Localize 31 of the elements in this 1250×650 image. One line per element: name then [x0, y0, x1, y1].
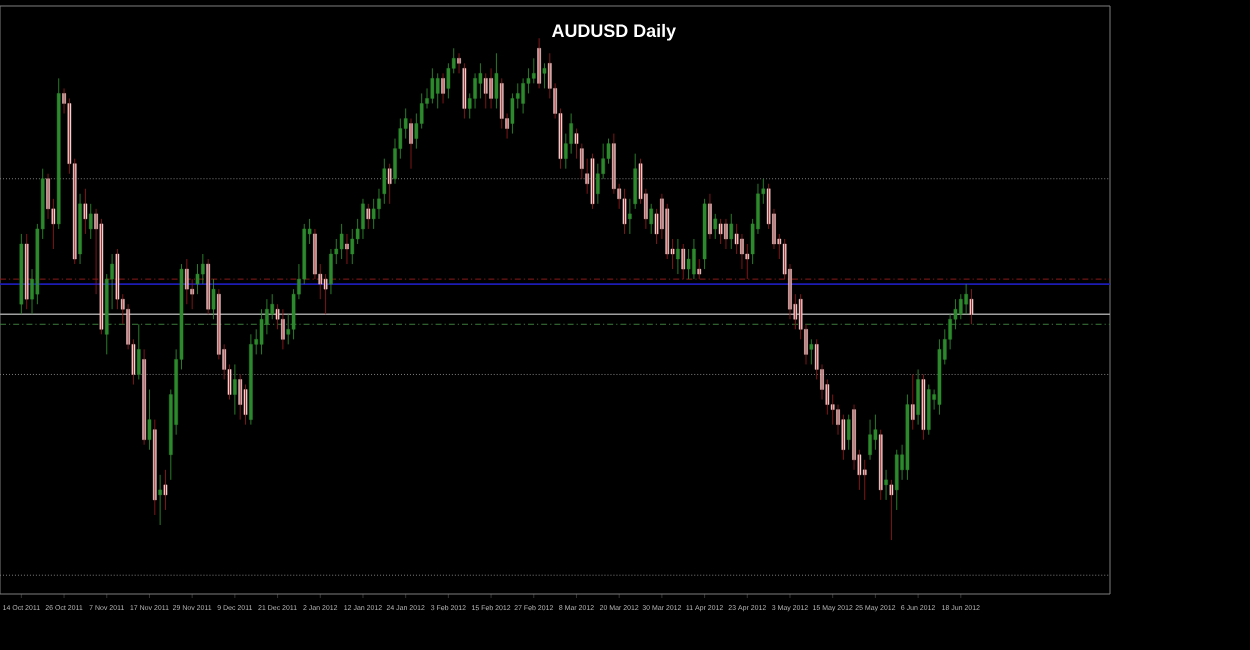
candlestick [88, 203, 93, 240]
candlestick [366, 203, 371, 230]
candlestick [430, 67, 435, 104]
candlestick [56, 77, 61, 230]
candlestick [718, 218, 723, 245]
candlestick [702, 198, 707, 270]
candlestick [542, 62, 547, 89]
candlestick [878, 429, 883, 501]
candlestick [163, 469, 168, 511]
candlestick [483, 72, 488, 109]
candlestick [211, 278, 216, 320]
candlestick [905, 394, 910, 481]
candlestick [435, 72, 440, 109]
candlestick [713, 213, 718, 240]
candlestick [729, 213, 734, 250]
candlestick [19, 233, 24, 315]
candlestick [894, 449, 899, 511]
candlestick [969, 288, 974, 325]
candlestick [889, 479, 894, 541]
candlestick [339, 223, 344, 260]
candlestick [921, 374, 926, 441]
candlestick [590, 153, 595, 210]
candlestick [83, 188, 88, 235]
candlestick [809, 338, 814, 365]
candlestick [649, 203, 653, 235]
candlestick [147, 389, 152, 451]
candlestick [622, 188, 627, 235]
candlestick [387, 163, 392, 205]
candlestick [846, 414, 851, 451]
chart-title: AUDUSD Daily [551, 23, 676, 41]
candlestick [494, 52, 499, 109]
